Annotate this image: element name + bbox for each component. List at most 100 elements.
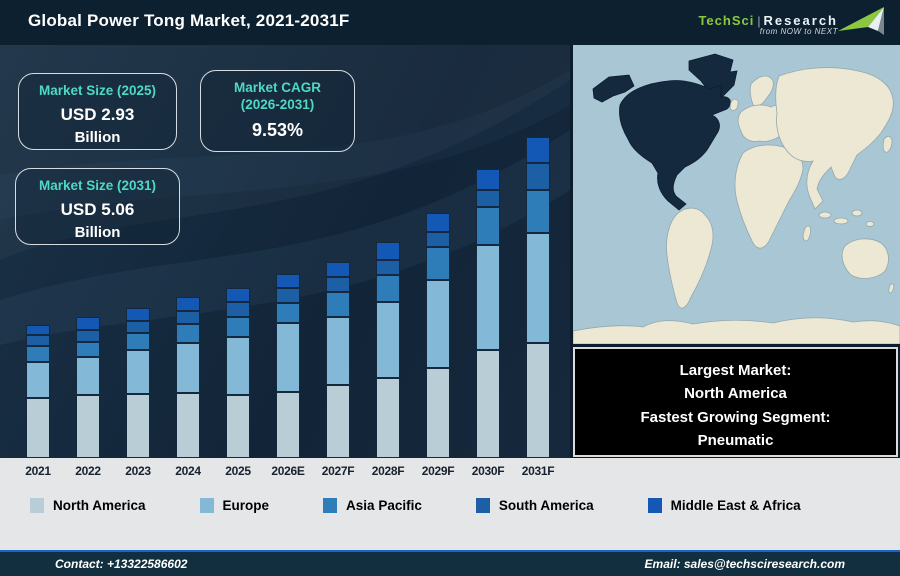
bar-segment bbox=[176, 323, 200, 343]
map-greenland bbox=[688, 53, 738, 98]
x-axis-label: 2031F bbox=[521, 464, 555, 478]
footer-contact: Contact: +13322586602 bbox=[55, 557, 188, 571]
callout-line2: North America bbox=[684, 385, 787, 403]
legend-swatch-icon bbox=[647, 498, 662, 513]
bar-segment bbox=[126, 307, 150, 321]
chart-panel: Market Size (2025) USD 2.93 Billion Mark… bbox=[0, 45, 570, 458]
logo-tagline: from NOW to NEXT bbox=[759, 27, 838, 36]
logo-wordmark: TechSci | Research bbox=[698, 12, 838, 30]
bar-segment bbox=[326, 276, 350, 293]
legend-swatch-icon bbox=[475, 498, 490, 513]
bar-segment bbox=[376, 274, 400, 302]
bottom-strip: 2021 2022 2023 2024 2025 2026E 2027F 2028F 2029F… bbox=[0, 458, 900, 550]
map-australia bbox=[841, 238, 889, 279]
legend-label: Middle East & Africa bbox=[670, 498, 801, 513]
map-scandinavia bbox=[749, 75, 774, 110]
callout-line1: Largest Market: bbox=[679, 362, 792, 379]
bar-segment bbox=[476, 349, 500, 458]
footer-bar: Contact: +13322586602 Email: sales@techs… bbox=[0, 550, 900, 576]
market-size-2025-unit: Billion bbox=[74, 128, 121, 146]
world-map bbox=[573, 45, 900, 344]
map-uk bbox=[729, 98, 739, 111]
footer-email: Email: sales@techsciresearch.com bbox=[644, 557, 845, 571]
bar-segment bbox=[326, 384, 350, 458]
map-island bbox=[833, 217, 849, 225]
bar-segment bbox=[476, 168, 500, 190]
x-axis-label: 2028F bbox=[371, 464, 405, 478]
bar-segment bbox=[76, 395, 100, 458]
legend-item: Asia Pacific bbox=[323, 498, 422, 513]
bar-segment bbox=[176, 311, 200, 324]
bar-segment bbox=[176, 393, 200, 458]
bar-segment bbox=[526, 162, 550, 190]
x-axis-label: 2022 bbox=[75, 464, 101, 478]
bar-segment bbox=[526, 342, 550, 458]
map-new-zealand bbox=[888, 283, 895, 294]
bar-segment bbox=[76, 341, 100, 357]
bar-segment bbox=[176, 297, 200, 312]
largest-market-callout: Largest Market: North America Fastest Gr… bbox=[573, 347, 898, 457]
right-panel: Largest Market: North America Fastest Gr… bbox=[570, 45, 900, 458]
bar-segment bbox=[226, 337, 250, 396]
bar-segment bbox=[226, 288, 250, 303]
bar-segment bbox=[376, 242, 400, 260]
x-axis-label: 2023 bbox=[125, 464, 151, 478]
bar-segment bbox=[76, 329, 100, 342]
legend-swatch-icon bbox=[30, 498, 44, 513]
bar-segment bbox=[376, 259, 400, 275]
x-axis-label: 2026E bbox=[271, 464, 305, 478]
bar-segment bbox=[326, 316, 350, 385]
map-madagascar bbox=[802, 225, 812, 242]
market-size-2025-label: Market Size (2025) bbox=[38, 83, 157, 98]
bar-segment bbox=[426, 246, 450, 280]
bar-segment bbox=[126, 349, 150, 394]
bar-segment bbox=[326, 261, 350, 277]
map-south-america bbox=[666, 207, 714, 309]
legend-item: South America bbox=[475, 498, 594, 513]
legend-label: North America bbox=[53, 498, 146, 513]
bar-segment bbox=[526, 136, 550, 163]
callout-line4: Pneumatic bbox=[697, 431, 774, 449]
market-size-2031-label: Market Size (2031) bbox=[38, 178, 157, 193]
market-size-2031-value: USD 5.06 bbox=[60, 199, 135, 219]
x-axis-label: 2021 bbox=[25, 464, 51, 478]
bar-segment bbox=[426, 367, 450, 458]
bar-segment bbox=[526, 189, 550, 233]
page-title: Global Power Tong Market, 2021-2031F bbox=[28, 11, 350, 30]
header-bar: Global Power Tong Market, 2021-2031F Tec… bbox=[0, 0, 900, 45]
logo-brand-white: Research bbox=[763, 13, 838, 28]
callout-line3: Fastest Growing Segment: bbox=[640, 408, 831, 426]
market-cagr-box: Market CAGR (2026-2031) 9.53% bbox=[200, 70, 355, 152]
bar-segment bbox=[76, 356, 100, 396]
bar-segment bbox=[376, 301, 400, 378]
bar-segment bbox=[126, 332, 150, 350]
market-size-2025-box: Market Size (2025) USD 2.93 Billion bbox=[18, 73, 177, 150]
bar-segment bbox=[276, 303, 300, 324]
legend-swatch-icon bbox=[199, 498, 214, 513]
legend-item: North America bbox=[30, 498, 146, 513]
market-size-2025-value: USD 2.93 bbox=[60, 104, 135, 124]
bar-segment bbox=[76, 317, 100, 330]
bar-segment bbox=[526, 232, 550, 343]
bar-segment bbox=[476, 206, 500, 245]
bar-segment bbox=[226, 395, 250, 458]
market-cagr-value: 9.53% bbox=[251, 119, 304, 140]
map-island bbox=[851, 209, 863, 217]
market-cagr-label-line1: Market CAGR bbox=[233, 80, 322, 95]
bar-segment bbox=[126, 320, 150, 333]
logo-brand-green: TechSci bbox=[698, 13, 755, 28]
bar-segment bbox=[276, 274, 300, 289]
bar-segment bbox=[276, 391, 300, 458]
bar-segment bbox=[226, 302, 250, 318]
x-axis-label: 2029F bbox=[421, 464, 455, 478]
bar-segment bbox=[26, 325, 50, 336]
bar-segment bbox=[26, 335, 50, 347]
bar-segment bbox=[426, 212, 450, 232]
x-axis-label: 2030F bbox=[471, 464, 505, 478]
bar-segment bbox=[476, 189, 500, 207]
bar-segment bbox=[476, 244, 500, 350]
logo-separator: | bbox=[757, 14, 761, 28]
bar-segment bbox=[26, 361, 50, 399]
market-size-2031-unit: Billion bbox=[74, 223, 121, 241]
